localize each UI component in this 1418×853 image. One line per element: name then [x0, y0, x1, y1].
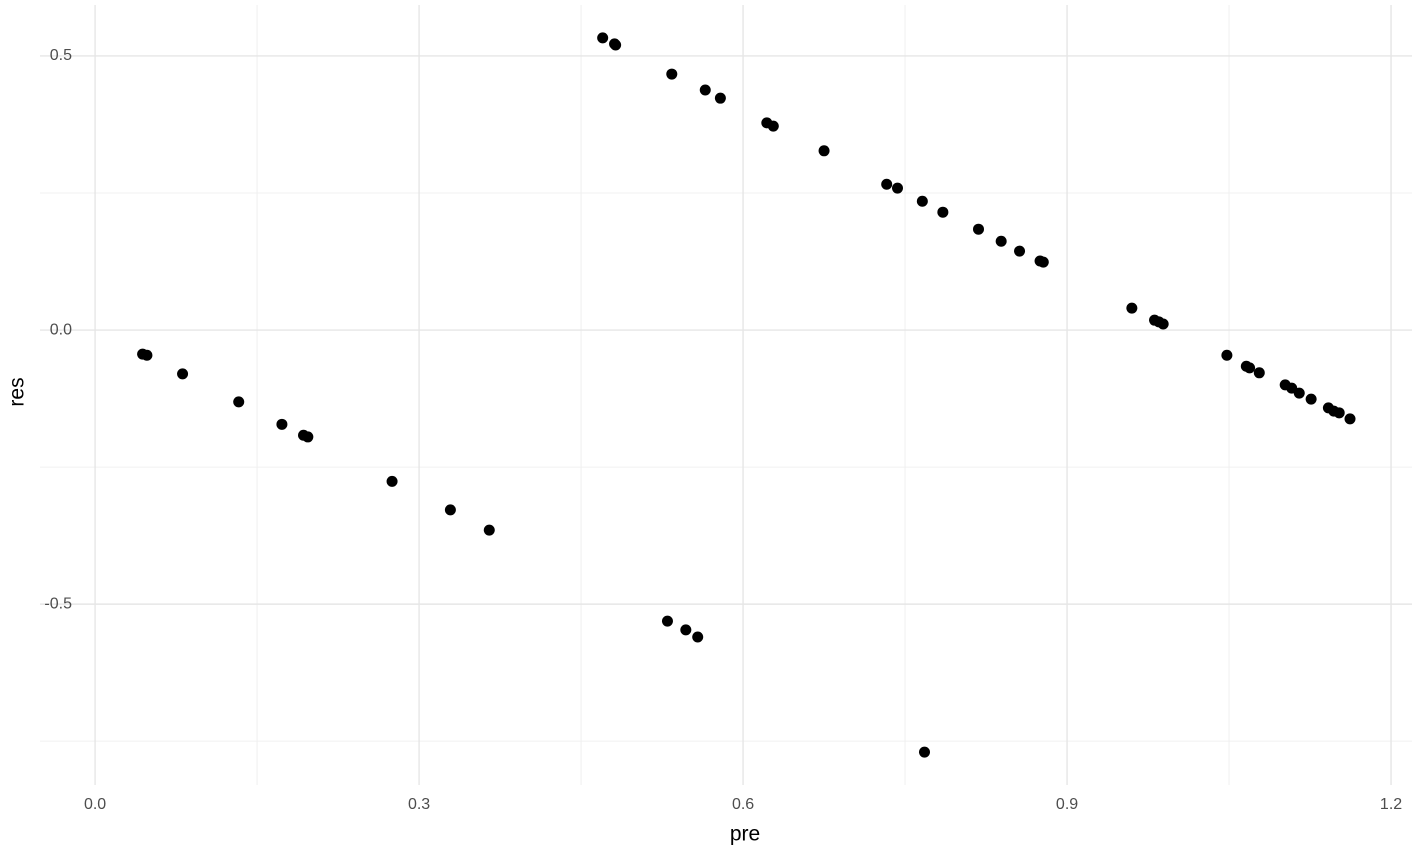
point [680, 624, 692, 636]
point [1244, 362, 1256, 374]
y-tick-label: 0.5 [50, 47, 72, 64]
y-tick-label: -0.5 [44, 595, 72, 612]
point [972, 223, 984, 235]
point [1253, 367, 1265, 379]
point [610, 39, 622, 51]
point [1126, 302, 1138, 314]
point [177, 368, 189, 380]
y-axis-label: res [6, 377, 29, 406]
x-axis-label: pre [730, 823, 760, 846]
point [995, 235, 1007, 247]
point [666, 68, 678, 80]
point [444, 504, 456, 516]
point [483, 524, 495, 536]
point [141, 349, 153, 361]
point [881, 178, 893, 190]
point [767, 120, 779, 132]
point [918, 746, 930, 758]
point [1014, 245, 1026, 257]
x-tick-label: 0.6 [732, 796, 754, 813]
point [714, 92, 726, 104]
point [1344, 413, 1356, 425]
point [892, 182, 903, 194]
point [386, 475, 398, 487]
point [1037, 256, 1049, 268]
point [1333, 407, 1345, 419]
point [1157, 318, 1169, 330]
x-tick-label: 0.3 [408, 796, 430, 813]
x-tick-label: 0.9 [1056, 796, 1078, 813]
point [699, 84, 711, 96]
point [1221, 349, 1233, 361]
point [818, 145, 830, 157]
point [1293, 387, 1305, 399]
x-tick-label: 0.0 [84, 796, 106, 813]
point [276, 418, 288, 430]
point [937, 206, 949, 218]
x-tick-label: 1.2 [1380, 796, 1402, 813]
point [233, 396, 245, 408]
point [302, 431, 314, 443]
point [597, 32, 609, 44]
point [661, 615, 673, 627]
point [1305, 393, 1317, 405]
point [916, 195, 928, 207]
point [692, 631, 704, 643]
y-tick-label: 0.0 [50, 321, 72, 338]
